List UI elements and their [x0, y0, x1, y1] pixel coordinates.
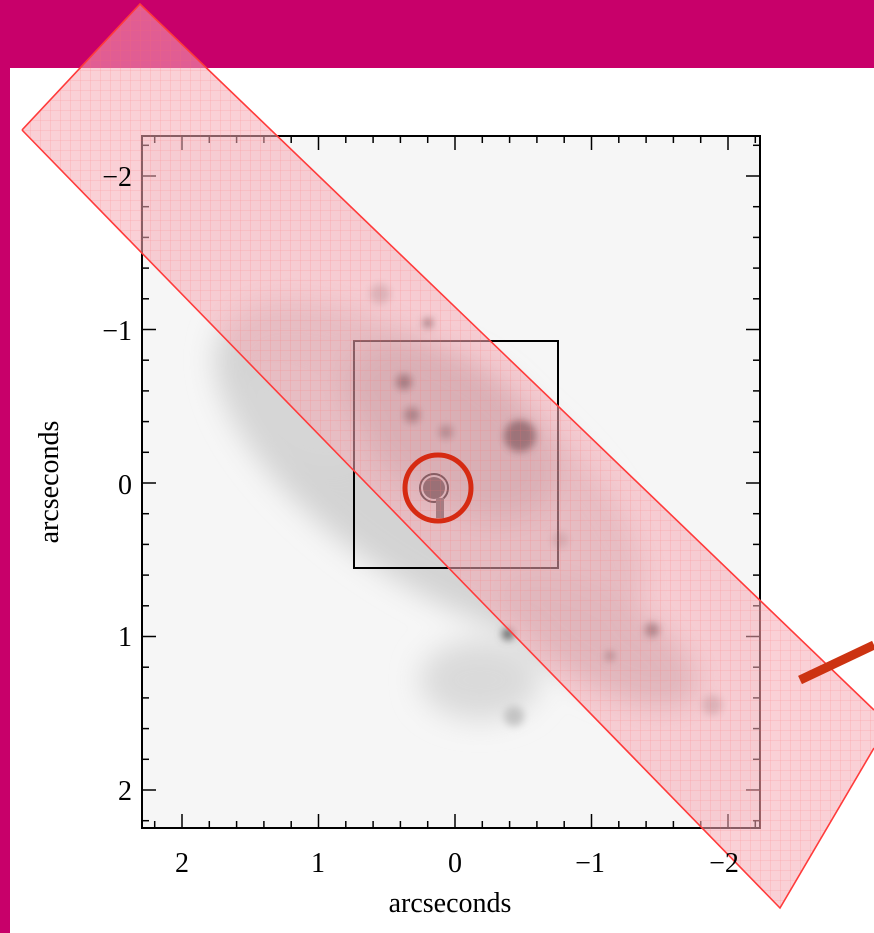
plot-frame	[141, 135, 761, 829]
x-tick-label: 2	[175, 848, 189, 879]
y-tick-labels: −2 −1 0 1 2	[102, 162, 132, 807]
x-tick-label: 1	[311, 848, 325, 879]
arrow-pointer-icon	[798, 640, 874, 685]
circle-marker-icon	[402, 452, 474, 524]
y-tick-label: −1	[102, 316, 132, 347]
x-tick-label: −2	[709, 848, 739, 879]
x-tick-labels: 2 1 0 −1 −2	[175, 848, 739, 879]
y-tick-label: 0	[118, 470, 132, 501]
x-tick-label: −1	[575, 848, 605, 879]
y-tick-label: −2	[102, 162, 132, 193]
y-tick-label: 2	[118, 776, 132, 807]
x-tick-label: 0	[448, 848, 462, 879]
x-axis-title: arcseconds	[389, 888, 512, 919]
y-axis-title: arcseconds	[34, 421, 65, 544]
y-tick-label: 1	[118, 622, 132, 653]
